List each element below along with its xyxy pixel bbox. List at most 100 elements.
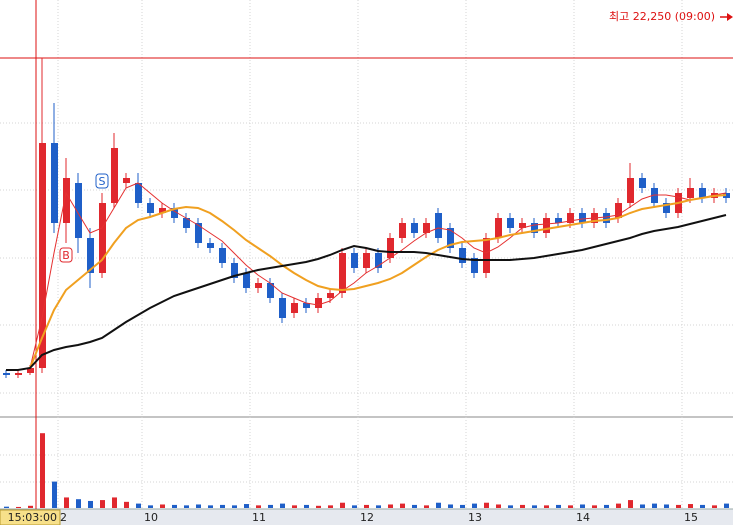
- x-tick-label: 15: [684, 511, 698, 524]
- candle-body: [39, 143, 46, 368]
- signal-badge: [95, 173, 109, 189]
- volume-bar: [520, 504, 525, 508]
- candle-body: [399, 223, 406, 238]
- candle-body: [447, 228, 454, 248]
- candle-body: [555, 218, 562, 223]
- candle-body: [459, 248, 466, 263]
- volume-bar: [76, 499, 81, 508]
- candle-body: [51, 143, 58, 223]
- candle-body: [339, 253, 346, 293]
- volume-bar: [556, 504, 561, 508]
- max-arrow: [720, 13, 733, 21]
- volume-bar: [400, 503, 405, 508]
- x-tick-label: 14: [576, 511, 590, 524]
- volume-bar: [652, 503, 657, 508]
- volume-bar: [232, 505, 237, 508]
- volume-bar: [436, 502, 441, 508]
- candle-body: [15, 373, 22, 375]
- volume-bar: [712, 505, 717, 508]
- candle-body: [375, 253, 382, 268]
- candle-body: [87, 238, 94, 273]
- volume-bar: [52, 481, 57, 508]
- moving-average: [29, 182, 727, 369]
- crosshair-label-box: [0, 509, 61, 525]
- candle-body: [111, 148, 118, 203]
- volume-bar: [688, 504, 693, 508]
- candle-body: [567, 213, 574, 223]
- candle-body: [219, 248, 226, 263]
- candle-body: [579, 213, 586, 223]
- volume-bar: [148, 505, 153, 508]
- candle-body: [99, 203, 106, 273]
- candle-body: [123, 178, 130, 183]
- candle-body: [639, 178, 646, 188]
- volume-bar: [664, 504, 669, 508]
- volume-bar: [388, 504, 393, 508]
- volume-bar: [196, 504, 201, 508]
- candle-body: [471, 258, 478, 273]
- volume-bar: [460, 504, 465, 508]
- volume-bar: [496, 504, 501, 508]
- volume-bar: [592, 505, 597, 508]
- candle-body: [435, 213, 442, 238]
- candle-body: [3, 373, 10, 375]
- candle-body: [519, 223, 526, 228]
- candle-body: [279, 298, 286, 318]
- candle-body: [495, 218, 502, 238]
- volume-bar: [448, 504, 453, 508]
- candle-body: [27, 368, 34, 373]
- volume-bar: [340, 502, 345, 508]
- candle-body: [327, 293, 334, 298]
- moving-average: [6, 214, 727, 371]
- volume-bar: [628, 500, 633, 508]
- candle-body: [147, 203, 154, 213]
- volume-bar: [412, 504, 417, 508]
- candle-body: [75, 183, 82, 238]
- x-tick-label: 10: [144, 511, 158, 524]
- volume-bar: [472, 503, 477, 508]
- candle-body: [663, 203, 670, 213]
- candle-body: [543, 218, 550, 233]
- volume-bar: [220, 504, 225, 508]
- volume-bar: [316, 505, 321, 508]
- candle-body: [135, 183, 142, 203]
- x-tick-label: 12: [360, 511, 374, 524]
- moving-average: [29, 194, 727, 369]
- volume-bar: [544, 505, 549, 508]
- candle-body: [255, 283, 262, 288]
- candle-body: [351, 253, 358, 268]
- volume-bar: [16, 506, 21, 508]
- candle-body: [507, 218, 514, 228]
- volume-bar: [64, 497, 69, 508]
- volume-bar: [604, 504, 609, 508]
- candle-body: [387, 238, 394, 258]
- volume-bar: [568, 505, 573, 508]
- volume-bar: [700, 504, 705, 508]
- volume-bar: [676, 504, 681, 508]
- candle-body: [159, 208, 166, 213]
- volume-bar: [508, 505, 513, 508]
- volume-bar: [304, 504, 309, 508]
- candle-body: [171, 208, 178, 218]
- volume-bar: [100, 500, 105, 508]
- candle-body: [411, 223, 418, 233]
- candle-body: [423, 223, 430, 233]
- volume-bar: [124, 501, 129, 508]
- volume-bar: [112, 497, 117, 508]
- volume-bar: [364, 504, 369, 508]
- candle-body: [195, 223, 202, 243]
- volume-bar: [484, 502, 489, 508]
- x-tick-label: 11: [252, 511, 266, 524]
- volume-bar: [532, 505, 537, 508]
- volume-bar: [352, 505, 357, 508]
- candle-body: [267, 283, 274, 298]
- candle-body: [615, 203, 622, 218]
- volume-bar: [88, 500, 93, 508]
- volume-bar: [424, 505, 429, 508]
- candle-body: [699, 188, 706, 198]
- volume-bar: [268, 504, 273, 508]
- volume-bar: [640, 504, 645, 508]
- volume-bar: [280, 503, 285, 508]
- candle-body: [243, 273, 250, 288]
